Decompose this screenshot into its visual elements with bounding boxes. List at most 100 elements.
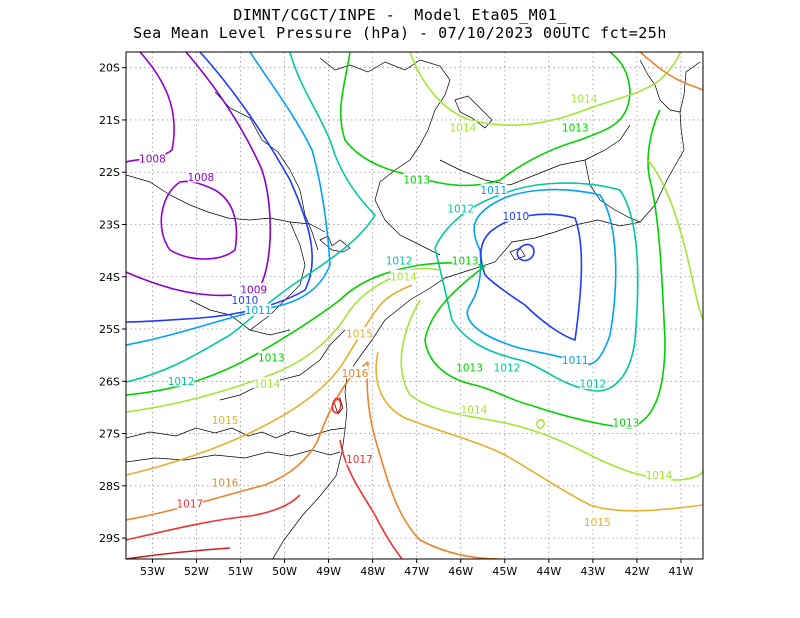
isobar-1010 — [126, 52, 313, 323]
isobar-1009 — [126, 52, 272, 297]
isobar-label-bg — [452, 254, 479, 267]
tick-label-lon: 44W — [536, 565, 561, 578]
isobar-1018 — [126, 547, 231, 559]
tick-label-lat: 29S — [99, 532, 120, 545]
isobar-label-text: 1008 — [188, 172, 215, 184]
isobar-1008 — [126, 52, 175, 163]
border-4 — [126, 174, 326, 233]
tick-label-lat: 24S — [99, 271, 120, 284]
tick-label-lat: 22S — [99, 166, 120, 179]
tick-label-lon: 47W — [404, 565, 429, 578]
isobar-label: 1012 — [386, 254, 412, 268]
isobar-label: 1012 — [168, 374, 195, 388]
isobar-1010 — [516, 243, 535, 262]
isobar-label-text: 1013 — [456, 363, 483, 375]
isobar-1017 — [331, 397, 342, 414]
isobar-label-bg — [502, 209, 529, 222]
isobar-label-bg — [571, 92, 598, 105]
isobar-1017 — [126, 494, 301, 541]
tick-label-lon: 46W — [448, 565, 473, 578]
isobar-label-text: 1014 — [254, 378, 281, 390]
reservoir-1 — [319, 235, 351, 253]
isobar-contours — [126, 52, 703, 559]
border-6 — [439, 124, 631, 186]
isobar-label-bg — [447, 201, 474, 214]
isobar-1008 — [160, 180, 238, 260]
isobar-label: 1015 — [212, 413, 238, 427]
isobar-label-text: 1016 — [342, 368, 369, 380]
isobar-label: 1014 — [571, 92, 598, 106]
isobar-label-bg — [579, 376, 606, 389]
border-10 — [639, 59, 681, 113]
isobar-label: 1008 — [187, 170, 215, 184]
tick-label-lat: 23S — [99, 218, 120, 231]
isobar-label-text: 1012 — [168, 376, 195, 388]
isobar-1014 — [536, 419, 545, 429]
isobar-label-bg — [460, 403, 487, 416]
isobar-label: 1014 — [450, 120, 477, 134]
isobar-1013 — [339, 52, 631, 187]
tick-label-lon: 43W — [580, 565, 605, 578]
isobar-label-bg — [187, 170, 214, 183]
isobar-label-bg — [245, 303, 272, 316]
tick-label-lon: 51W — [228, 565, 253, 578]
isobar-label: 1012 — [579, 376, 607, 390]
isobar-label-text: 1013 — [452, 256, 479, 268]
isobar-label-text: 1014 — [646, 470, 673, 482]
isobar-label-bg — [139, 152, 166, 165]
isobar-label-text: 1016 — [212, 478, 239, 490]
isobar-1016 — [126, 361, 369, 521]
isobar-label-text: 1010 — [502, 211, 529, 223]
isobar-label: 1015 — [584, 515, 611, 529]
isobar-label: 1011 — [480, 183, 507, 197]
isobar-label-bg — [176, 497, 203, 510]
isobar-1012 — [126, 52, 377, 383]
isobar-label-text: 1011 — [480, 185, 507, 197]
isobar-label-bg — [403, 173, 430, 186]
coastline — [272, 61, 701, 559]
isobar-label-bg — [390, 269, 417, 282]
axis-ticks: 53W 52W 51W 50W 49W 48W 47W 46W 45W 44W 43W 42W 41W 2… — [99, 62, 694, 578]
isobar-label: 1013 — [258, 350, 285, 364]
isobar-1014 — [400, 299, 703, 481]
isobar-label-text: 1017 — [176, 499, 203, 511]
isobar-label-text: 1012 — [580, 378, 607, 390]
isobar-label-bg — [562, 120, 589, 133]
border-11 — [189, 299, 291, 336]
isobar-label: 1013 — [456, 361, 483, 375]
tick-label-lat: 21S — [99, 114, 120, 127]
tick-label-lat: 26S — [99, 375, 120, 388]
isobar-label-text: 1014 — [450, 122, 477, 134]
isobar-label-bg — [480, 183, 507, 196]
isobar-1016 — [639, 52, 703, 91]
border-3 — [214, 91, 319, 251]
isobar-1014 — [126, 267, 441, 413]
isobar-label-text: 1014 — [461, 405, 488, 417]
isobar-label-text: 1013 — [403, 175, 430, 187]
isobar-label: 1011 — [562, 353, 589, 367]
isobar-label: 1013 — [452, 254, 479, 268]
isobar-1017 — [339, 439, 403, 559]
isobar-label: 1015 — [346, 327, 373, 341]
isobar-label-bg — [258, 350, 285, 363]
isobar-1014 — [409, 52, 681, 126]
isobar-label: 1013 — [562, 120, 589, 134]
border-8 — [219, 329, 346, 401]
isobar-label-text: 1015 — [346, 329, 373, 341]
isobar-1011 — [126, 52, 331, 346]
isobar-1013 — [126, 262, 486, 396]
isobar-label-text: 1015 — [584, 517, 611, 529]
tick-label-lat: 20S — [99, 62, 120, 75]
isobar-1012 — [434, 182, 639, 392]
isobar-label-bg — [253, 376, 280, 389]
isobar-label-text: 1011 — [245, 305, 272, 317]
isobar-label-bg — [493, 361, 520, 374]
isobar-label-text: 1012 — [494, 363, 521, 375]
tick-label-lon: 49W — [316, 565, 341, 578]
isobar-label: 1009 — [240, 282, 267, 296]
island-2 — [509, 247, 526, 261]
isobar-1010 — [480, 213, 583, 342]
tick-label-lon: 52W — [184, 565, 209, 578]
isobar-1014 — [647, 159, 703, 321]
tick-label-lon: 45W — [492, 565, 517, 578]
